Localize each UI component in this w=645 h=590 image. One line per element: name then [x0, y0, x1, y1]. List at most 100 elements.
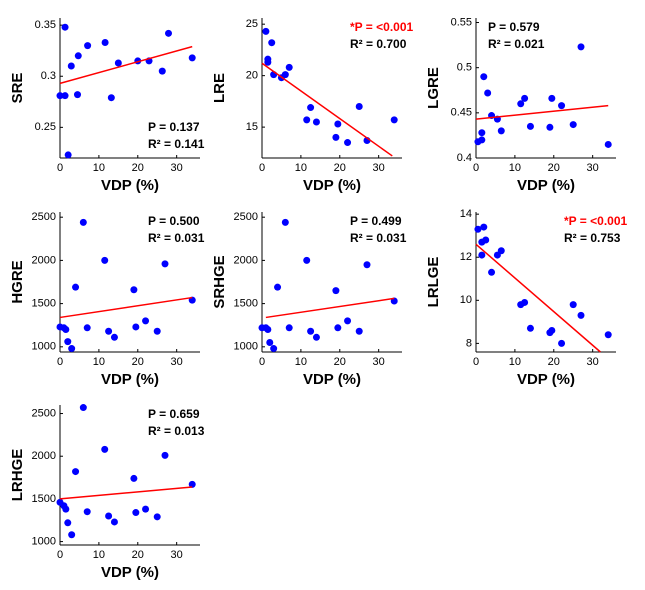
y-tick-label: 0.35: [35, 19, 56, 31]
data-point: [390, 116, 398, 124]
annotation: P = 0.137: [148, 120, 200, 134]
data-point: [332, 287, 340, 295]
x-tick-label: 20: [132, 356, 144, 368]
annotation: R² = 0.141: [148, 137, 205, 151]
data-point: [497, 247, 505, 255]
data-point: [332, 133, 340, 141]
annotation: R² = 0.021: [488, 37, 545, 51]
data-point: [521, 94, 529, 102]
x-tick-label: 20: [334, 162, 346, 174]
x-tick-label: 20: [334, 356, 346, 368]
x-axis-label: VDP (%): [101, 564, 159, 581]
x-tick-label: 30: [373, 356, 385, 368]
x-tick-label: 10: [295, 162, 307, 174]
y-axis-label: HGRE: [9, 260, 26, 303]
panel: 0 10 20 30 0.25 0.3 0.35 VDP (%) SRE P = 0.137 R² …: [9, 18, 205, 194]
x-tick-label: 0: [57, 356, 63, 368]
y-tick-label: 1000: [32, 341, 56, 353]
data-point: [577, 311, 585, 319]
fit-line: [261, 62, 393, 157]
data-point: [604, 331, 612, 339]
y-tick-label: 2000: [234, 254, 258, 266]
fit-line: [59, 45, 193, 85]
data-point: [64, 151, 72, 159]
data-point: [303, 256, 311, 264]
x-axis-label: VDP (%): [517, 177, 575, 194]
fit-line: [475, 243, 601, 353]
y-tick-label: 2000: [32, 254, 56, 266]
data-point: [488, 268, 496, 276]
y-tick-label: 1000: [32, 535, 56, 547]
data-point: [344, 139, 352, 147]
y-tick-label: 15: [246, 121, 258, 133]
data-point: [546, 123, 554, 131]
y-tick-label: 14: [460, 208, 472, 220]
data-point: [497, 127, 505, 135]
data-point: [334, 120, 342, 128]
x-tick-label: 30: [171, 356, 183, 368]
data-point: [307, 104, 315, 112]
data-point: [482, 236, 490, 244]
data-point: [355, 103, 363, 111]
data-point: [142, 505, 150, 513]
data-point: [130, 474, 138, 482]
data-point: [474, 225, 482, 233]
panel: 0 10 20 30 1000 1500 2000 2500 VDP (%) LRHGE P = 0…: [9, 404, 205, 581]
panel: 0 10 20 30 15 20 25 VDP (%) LRE *P = <0.001 R² = 0…: [211, 18, 413, 194]
data-point: [285, 324, 293, 332]
data-point: [74, 52, 82, 60]
data-point: [604, 140, 612, 148]
x-tick-label: 0: [57, 549, 63, 561]
x-tick-label: 10: [93, 356, 105, 368]
data-point: [303, 116, 311, 124]
x-axis-label: VDP (%): [517, 371, 575, 388]
data-point: [558, 102, 566, 110]
data-point: [569, 301, 577, 309]
y-tick-label: 1500: [234, 298, 258, 310]
annotation: P = 0.499: [350, 214, 402, 228]
data-point: [83, 508, 91, 516]
data-point: [62, 326, 70, 334]
data-point: [132, 509, 140, 517]
y-tick-label: 2500: [32, 407, 56, 419]
x-tick-label: 10: [93, 549, 105, 561]
data-point: [266, 338, 274, 346]
annotation: P = 0.659: [148, 407, 200, 421]
data-point: [188, 54, 196, 62]
data-point: [281, 218, 289, 226]
annotation: *P = <0.001: [350, 20, 413, 34]
data-point: [158, 67, 166, 75]
x-tick-label: 20: [548, 162, 560, 174]
x-tick-label: 10: [509, 356, 521, 368]
y-tick-label: 1500: [32, 493, 56, 505]
x-axis-label: VDP (%): [101, 177, 159, 194]
data-point: [110, 518, 118, 526]
data-point: [484, 89, 492, 97]
x-tick-label: 20: [132, 162, 144, 174]
y-tick-label: 0.45: [451, 107, 472, 119]
x-axis-label: VDP (%): [303, 371, 361, 388]
data-point: [548, 94, 556, 102]
data-point: [153, 513, 161, 521]
x-tick-label: 10: [295, 356, 307, 368]
data-point: [558, 339, 566, 347]
panel: 0 10 20 30 8 10 12 14 VDP (%) LRLGE *P = <0.001 R² …: [425, 208, 628, 388]
y-tick-label: 10: [460, 294, 472, 306]
data-point: [67, 62, 75, 70]
data-point: [68, 531, 76, 539]
y-axis-label: LGRE: [425, 67, 442, 109]
data-point: [130, 286, 138, 294]
panel: 0 10 20 30 1000 1500 2000 2500 VDP (%) HGRE P = 0.…: [9, 211, 205, 388]
y-tick-label: 12: [460, 251, 472, 263]
data-point: [264, 326, 272, 334]
y-axis-label: LRLGE: [425, 257, 442, 308]
x-tick-label: 30: [171, 162, 183, 174]
x-tick-label: 20: [132, 549, 144, 561]
data-point: [72, 283, 80, 291]
data-point: [344, 317, 352, 325]
data-point: [281, 71, 289, 79]
data-point: [517, 100, 525, 108]
y-tick-label: 1500: [32, 298, 56, 310]
data-point: [577, 43, 585, 51]
data-point: [161, 260, 169, 268]
